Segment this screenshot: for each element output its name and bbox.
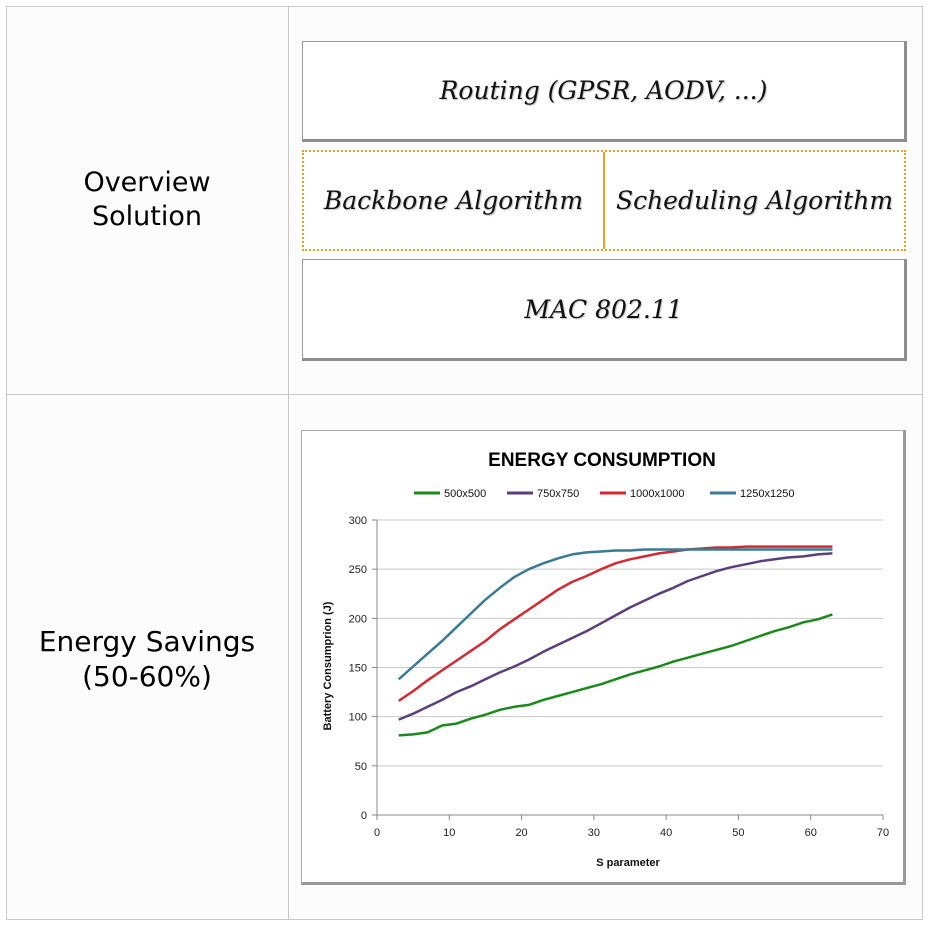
energy-chart-svg: 0 50 100 150 200 250 300 0 10 20 30 40 50 60 70 500x50… (322, 450, 889, 869)
backbone-algorithm-box: Backbone Algorithm (304, 152, 605, 249)
legend-label: 1000x1000 (630, 488, 684, 500)
x-tick-label: 70 (877, 827, 889, 839)
x-tick-label: 40 (660, 827, 672, 839)
backbone-algorithm-label: Backbone Algorithm (323, 186, 584, 215)
y-tick-label: 200 (349, 613, 367, 625)
y-tick-label: 50 (355, 761, 367, 773)
row-label-overview: Overview Solution (6, 166, 288, 234)
row-label-line: Overview (83, 167, 211, 198)
legend-label: 500x500 (444, 488, 486, 500)
column-divider (288, 6, 289, 920)
mac-layer: MAC 802.11 (302, 259, 907, 361)
x-axis-title: S parameter (596, 857, 660, 869)
row-label-line: Energy Savings (38, 625, 256, 658)
series-line-1000x1000 (397, 545, 833, 702)
x-tick-label: 60 (805, 827, 817, 839)
x-tick-label: 10 (443, 827, 455, 839)
y-tick-label: 300 (349, 515, 367, 527)
x-tick-label: 50 (732, 827, 744, 839)
mac-layer-label: MAC 802.11 (524, 294, 683, 324)
y-axis-title: Battery Consumprion (J) (322, 601, 334, 730)
series-line-1250x1250 (397, 548, 833, 681)
y-tick-label: 0 (361, 810, 367, 822)
x-tick-label: 0 (374, 827, 380, 839)
y-tick-label: 150 (349, 663, 367, 675)
row-label-line: Solution (92, 200, 202, 232)
series-line-750x750 (398, 552, 833, 721)
legend-label: 1250x1250 (740, 488, 794, 500)
x-tick-label: 20 (515, 827, 527, 839)
x-tick-label: 30 (588, 827, 600, 839)
legend-label: 750x750 (537, 488, 579, 500)
energy-chart: 0 50 100 150 200 250 300 0 10 20 30 40 50 60 70 500x50… (301, 430, 906, 885)
scheduling-algorithm-box: Scheduling Algorithm (605, 152, 904, 249)
middle-layer: Backbone Algorithm Scheduling Algorithm (302, 150, 906, 251)
series-line-500x500 (398, 613, 833, 737)
scheduling-algorithm-label: Scheduling Algorithm (615, 186, 894, 215)
row-divider (6, 394, 923, 395)
row-label-line: (50-60%) (82, 660, 212, 693)
chart-title: ENERGY CONSUMPTION (488, 450, 716, 471)
row-label-energy: Energy Savings (50-60%) (6, 624, 288, 694)
routing-layer: Routing (GPSR, AODV, ...) (302, 41, 907, 142)
y-tick-label: 250 (349, 564, 367, 576)
y-tick-label: 100 (349, 712, 367, 724)
routing-layer-label: Routing (GPSR, AODV, ...) (439, 76, 768, 105)
